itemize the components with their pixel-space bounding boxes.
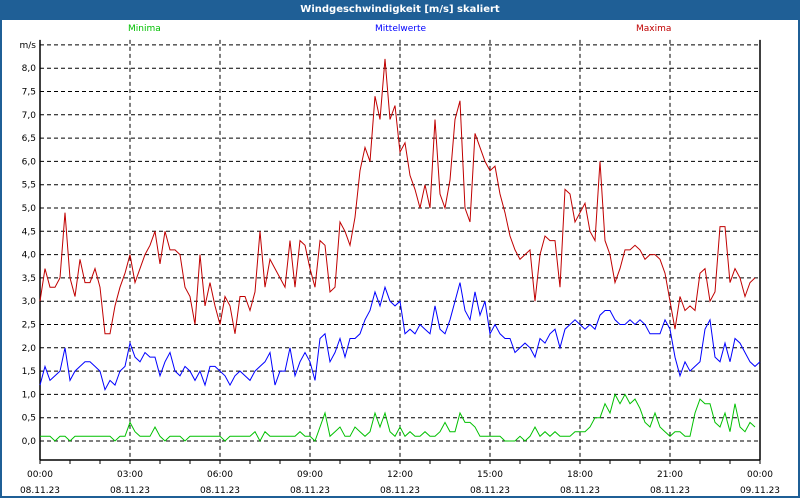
x-tick-date: 08.11.23 — [380, 486, 420, 496]
x-tick-date: 08.11.23 — [200, 486, 240, 496]
y-tick-label: 3,5 — [22, 274, 36, 284]
y-tick-label: 0,0 — [22, 437, 37, 447]
x-tick-time: 09:00 — [297, 470, 323, 480]
legend-maxima: Maxima — [636, 24, 672, 34]
x-tick-time: 21:00 — [657, 470, 683, 480]
x-tick-time: 06:00 — [207, 470, 233, 480]
y-tick-label: 2,5 — [22, 321, 36, 331]
series-line-minima — [40, 393, 756, 443]
y-tick-label: 7,0 — [22, 111, 37, 121]
x-tick-date: 08.11.23 — [20, 486, 60, 496]
x-tick-time: 15:00 — [477, 470, 503, 480]
x-tick-time: 12:00 — [387, 470, 413, 480]
y-tick-label: 5,0 — [22, 204, 37, 214]
legend-minima: Minima — [128, 24, 161, 34]
x-tick-date: 08.11.23 — [470, 486, 510, 496]
window-title: Windgeschwindigkeit [m/s] skaliert — [0, 0, 800, 20]
x-tick-date: 08.11.23 — [110, 486, 150, 496]
legend-mittelwerte: Mittelwerte — [375, 24, 427, 34]
x-tick-date: 08.11.23 — [290, 486, 330, 496]
y-tick-label: 0,5 — [22, 414, 36, 424]
y-tick-label: 6,0 — [22, 157, 37, 167]
y-tick-label: 2,0 — [22, 344, 37, 354]
y-tick-label: 4,0 — [22, 251, 37, 261]
y-tick-label: 5,5 — [22, 181, 36, 191]
x-tick-date: 08.11.23 — [650, 486, 690, 496]
x-tick-time: 03:00 — [117, 470, 143, 480]
y-tick-label: 1,0 — [22, 390, 37, 400]
y-tick-label: 7,5 — [22, 88, 36, 98]
y-tick-label: 4,5 — [22, 227, 36, 237]
y-axis-unit: m/s — [20, 41, 37, 51]
x-tick-time: 00:00 — [747, 470, 773, 480]
series-line-maxima — [39, 58, 756, 335]
x-tick-time: 00:00 — [27, 470, 53, 480]
y-tick-label: 3,0 — [22, 297, 37, 307]
x-tick-date: 09.11.23 — [740, 486, 780, 496]
series-line-mittelwerte — [39, 282, 761, 392]
x-tick-date: 08.11.23 — [560, 486, 600, 496]
y-tick-label: 6,5 — [22, 134, 36, 144]
y-tick-label: 8,0 — [22, 64, 37, 74]
y-tick-label: 1,5 — [22, 367, 36, 377]
x-tick-time: 18:00 — [567, 470, 593, 480]
